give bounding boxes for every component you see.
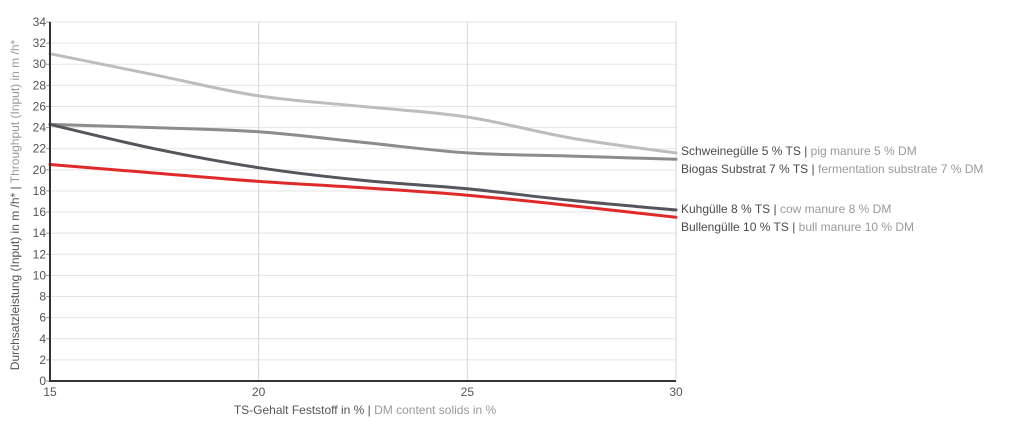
y-tick-label: 26 (33, 99, 47, 113)
y-tick-label: 10 (33, 268, 47, 282)
series-lines (48, 52, 678, 219)
y-tick-label: 16 (33, 205, 47, 219)
y-axis-title-en: Throughput (Input) in m /h* (8, 39, 22, 183)
legend-entry: Kuhgülle 8 % TS | cow manure 8 % DM (681, 202, 891, 216)
y-tick-label: 6 (39, 311, 46, 325)
x-tick-label: 30 (669, 385, 683, 399)
y-tick-label: 22 (33, 142, 47, 156)
legend-label-en: pig manure 5 % DM (811, 144, 917, 158)
y-axis-title-sep: | (8, 183, 22, 193)
y-tick-label: 24 (33, 121, 47, 135)
legend-separator: | (801, 144, 811, 158)
legend-entry: Bullengülle 10 % TS | bull manure 10 % D… (681, 220, 914, 234)
legend: Schweinegülle 5 % TS | pig manure 5 % DM… (681, 144, 983, 234)
y-tick-label: 8 (39, 290, 46, 304)
legend-label-en: cow manure 8 % DM (780, 202, 891, 216)
x-axis-title-en: DM content solids in % (374, 403, 496, 417)
legend-label-de: Biogas Substrat 7 % TS (681, 162, 808, 176)
y-tick-label: 14 (33, 226, 47, 240)
series-line (48, 122, 678, 161)
x-tick-label: 25 (461, 385, 475, 399)
series-line (48, 52, 678, 155)
x-axis-title-de: TS-Gehalt Feststoff in % (234, 403, 365, 417)
x-tick-label: 15 (43, 385, 57, 399)
legend-separator: | (770, 202, 780, 216)
y-axis-title-de: Durchsatzleistung (Input) in m /h* (8, 192, 22, 370)
series-line (48, 122, 678, 212)
axes (49, 22, 676, 382)
x-axis-title-sep: | (364, 403, 374, 417)
y-tick-label: 0 (39, 374, 46, 388)
y-tick-label: 30 (33, 57, 47, 71)
x-tick-label: 20 (252, 385, 266, 399)
legend-separator: | (808, 162, 818, 176)
legend-label-de: Bullengülle 10 % TS (681, 220, 789, 234)
legend-entry: Schweinegülle 5 % TS | pig manure 5 % DM (681, 144, 917, 158)
y-axis-title: Durchsatzleistung (Input) in m /h* | Thr… (8, 39, 22, 370)
y-tick-label: 18 (33, 184, 47, 198)
legend-label-de: Schweinegülle 5 % TS (681, 144, 801, 158)
x-axis-ticks: 15 20 25 30 (43, 385, 683, 399)
y-tick-label: 28 (33, 78, 47, 92)
y-tick-label: 4 (39, 332, 46, 346)
y-tick-label: 20 (33, 163, 47, 177)
legend-label-de: Kuhgülle 8 % TS (681, 202, 770, 216)
x-axis-title: TS-Gehalt Feststoff in % | DM content so… (234, 403, 497, 417)
y-tick-label: 2 (39, 353, 46, 367)
legend-label-en: bull manure 10 % DM (799, 220, 914, 234)
legend-entry: Biogas Substrat 7 % TS | fermentation su… (681, 162, 983, 176)
legend-separator: | (789, 220, 799, 234)
y-tick-label: 32 (33, 36, 47, 50)
y-tick-label: 34 (33, 15, 47, 29)
legend-label-en: fermentation substrate 7 % DM (818, 162, 983, 176)
y-tick-label: 12 (33, 247, 47, 261)
series-line (48, 163, 678, 219)
